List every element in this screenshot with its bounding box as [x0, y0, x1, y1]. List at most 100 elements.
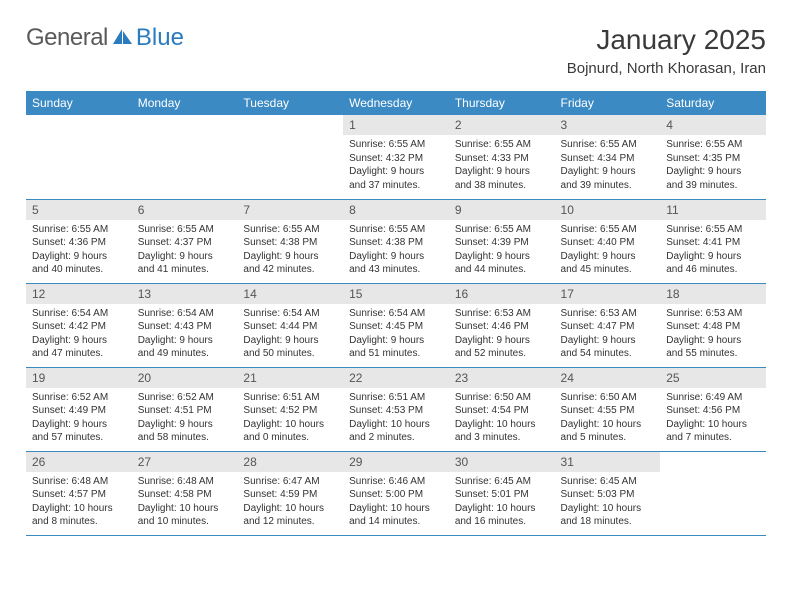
day-number: 8 — [343, 200, 449, 220]
calendar-row: ......1Sunrise: 6:55 AMSunset: 4:32 PMDa… — [26, 115, 766, 199]
calendar-cell: 9Sunrise: 6:55 AMSunset: 4:39 PMDaylight… — [449, 199, 555, 283]
day-number: 3 — [555, 115, 661, 135]
calendar-cell: 1Sunrise: 6:55 AMSunset: 4:32 PMDaylight… — [343, 115, 449, 199]
day-number: 25 — [660, 368, 766, 388]
day-number: 1 — [343, 115, 449, 135]
day-number: 26 — [26, 452, 132, 472]
page-title: January 2025 — [567, 24, 766, 56]
day-details: Sunrise: 6:54 AMSunset: 4:42 PMDaylight:… — [26, 304, 132, 367]
calendar-cell: 30Sunrise: 6:45 AMSunset: 5:01 PMDayligh… — [449, 451, 555, 535]
day-details: Sunrise: 6:55 AMSunset: 4:36 PMDaylight:… — [26, 220, 132, 283]
day-details: Sunrise: 6:49 AMSunset: 4:56 PMDaylight:… — [660, 388, 766, 451]
page-subtitle: Bojnurd, North Khorasan, Iran — [567, 60, 766, 77]
day-number: 28 — [237, 452, 343, 472]
calendar-row: 26Sunrise: 6:48 AMSunset: 4:57 PMDayligh… — [26, 451, 766, 535]
weekday-header: Monday — [132, 91, 238, 115]
calendar-cell: 21Sunrise: 6:51 AMSunset: 4:52 PMDayligh… — [237, 367, 343, 451]
day-details: Sunrise: 6:51 AMSunset: 4:53 PMDaylight:… — [343, 388, 449, 451]
day-details: Sunrise: 6:54 AMSunset: 4:45 PMDaylight:… — [343, 304, 449, 367]
calendar-cell: 4Sunrise: 6:55 AMSunset: 4:35 PMDaylight… — [660, 115, 766, 199]
weekday-header: Tuesday — [237, 91, 343, 115]
calendar-cell: 3Sunrise: 6:55 AMSunset: 4:34 PMDaylight… — [555, 115, 661, 199]
sail-icon — [112, 24, 134, 52]
day-details: Sunrise: 6:54 AMSunset: 4:43 PMDaylight:… — [132, 304, 238, 367]
calendar-cell: 29Sunrise: 6:46 AMSunset: 5:00 PMDayligh… — [343, 451, 449, 535]
day-number: 7 — [237, 200, 343, 220]
logo: General Blue — [26, 24, 184, 52]
day-details: Sunrise: 6:51 AMSunset: 4:52 PMDaylight:… — [237, 388, 343, 451]
day-details: Sunrise: 6:52 AMSunset: 4:51 PMDaylight:… — [132, 388, 238, 451]
calendar-cell: 11Sunrise: 6:55 AMSunset: 4:41 PMDayligh… — [660, 199, 766, 283]
day-number: 24 — [555, 368, 661, 388]
day-details: Sunrise: 6:54 AMSunset: 4:44 PMDaylight:… — [237, 304, 343, 367]
day-number: 19 — [26, 368, 132, 388]
day-number: 20 — [132, 368, 238, 388]
weekday-header: Friday — [555, 91, 661, 115]
day-details: Sunrise: 6:50 AMSunset: 4:54 PMDaylight:… — [449, 388, 555, 451]
logo-text-1: General — [26, 24, 108, 52]
title-block: January 2025 Bojnurd, North Khorasan, Ir… — [567, 24, 766, 77]
weekday-header: Sunday — [26, 91, 132, 115]
weekday-header: Thursday — [449, 91, 555, 115]
day-number: 5 — [26, 200, 132, 220]
day-number: 2 — [449, 115, 555, 135]
calendar-cell: 22Sunrise: 6:51 AMSunset: 4:53 PMDayligh… — [343, 367, 449, 451]
calendar-cell: 6Sunrise: 6:55 AMSunset: 4:37 PMDaylight… — [132, 199, 238, 283]
day-number: 14 — [237, 284, 343, 304]
calendar-cell: 8Sunrise: 6:55 AMSunset: 4:38 PMDaylight… — [343, 199, 449, 283]
calendar-cell: 17Sunrise: 6:53 AMSunset: 4:47 PMDayligh… — [555, 283, 661, 367]
day-details: Sunrise: 6:55 AMSunset: 4:40 PMDaylight:… — [555, 220, 661, 283]
calendar-cell: 15Sunrise: 6:54 AMSunset: 4:45 PMDayligh… — [343, 283, 449, 367]
day-details: Sunrise: 6:53 AMSunset: 4:46 PMDaylight:… — [449, 304, 555, 367]
calendar-row: 12Sunrise: 6:54 AMSunset: 4:42 PMDayligh… — [26, 283, 766, 367]
day-details: Sunrise: 6:52 AMSunset: 4:49 PMDaylight:… — [26, 388, 132, 451]
calendar-row: 5Sunrise: 6:55 AMSunset: 4:36 PMDaylight… — [26, 199, 766, 283]
calendar-cell: 7Sunrise: 6:55 AMSunset: 4:38 PMDaylight… — [237, 199, 343, 283]
header: General Blue January 2025 Bojnurd, North… — [26, 24, 766, 77]
day-details: Sunrise: 6:55 AMSunset: 4:38 PMDaylight:… — [237, 220, 343, 283]
day-details: Sunrise: 6:45 AMSunset: 5:01 PMDaylight:… — [449, 472, 555, 535]
day-number: 17 — [555, 284, 661, 304]
day-number: 21 — [237, 368, 343, 388]
day-number: 13 — [132, 284, 238, 304]
calendar-cell: 16Sunrise: 6:53 AMSunset: 4:46 PMDayligh… — [449, 283, 555, 367]
day-details: Sunrise: 6:48 AMSunset: 4:57 PMDaylight:… — [26, 472, 132, 535]
day-number: 27 — [132, 452, 238, 472]
calendar-cell: 23Sunrise: 6:50 AMSunset: 4:54 PMDayligh… — [449, 367, 555, 451]
weekday-header: Wednesday — [343, 91, 449, 115]
day-details: Sunrise: 6:55 AMSunset: 4:41 PMDaylight:… — [660, 220, 766, 283]
day-number: 15 — [343, 284, 449, 304]
day-number: 4 — [660, 115, 766, 135]
day-number: 22 — [343, 368, 449, 388]
day-number: 18 — [660, 284, 766, 304]
calendar-cell: .. — [26, 115, 132, 199]
day-details: Sunrise: 6:53 AMSunset: 4:47 PMDaylight:… — [555, 304, 661, 367]
day-number: 12 — [26, 284, 132, 304]
calendar-cell: 24Sunrise: 6:50 AMSunset: 4:55 PMDayligh… — [555, 367, 661, 451]
day-details: Sunrise: 6:45 AMSunset: 5:03 PMDaylight:… — [555, 472, 661, 535]
weekday-header-row: SundayMondayTuesdayWednesdayThursdayFrid… — [26, 91, 766, 115]
day-details: Sunrise: 6:48 AMSunset: 4:58 PMDaylight:… — [132, 472, 238, 535]
day-number: 9 — [449, 200, 555, 220]
day-number: 6 — [132, 200, 238, 220]
calendar-cell: 2Sunrise: 6:55 AMSunset: 4:33 PMDaylight… — [449, 115, 555, 199]
day-details: Sunrise: 6:46 AMSunset: 5:00 PMDaylight:… — [343, 472, 449, 535]
day-number: 11 — [660, 200, 766, 220]
calendar-table: SundayMondayTuesdayWednesdayThursdayFrid… — [26, 91, 766, 536]
calendar-cell: 25Sunrise: 6:49 AMSunset: 4:56 PMDayligh… — [660, 367, 766, 451]
calendar-cell: 26Sunrise: 6:48 AMSunset: 4:57 PMDayligh… — [26, 451, 132, 535]
weekday-header: Saturday — [660, 91, 766, 115]
day-details: Sunrise: 6:50 AMSunset: 4:55 PMDaylight:… — [555, 388, 661, 451]
day-number: 16 — [449, 284, 555, 304]
day-details: Sunrise: 6:53 AMSunset: 4:48 PMDaylight:… — [660, 304, 766, 367]
day-details: Sunrise: 6:55 AMSunset: 4:37 PMDaylight:… — [132, 220, 238, 283]
day-number: 10 — [555, 200, 661, 220]
calendar-cell: .. — [237, 115, 343, 199]
calendar-row: 19Sunrise: 6:52 AMSunset: 4:49 PMDayligh… — [26, 367, 766, 451]
calendar-cell: 14Sunrise: 6:54 AMSunset: 4:44 PMDayligh… — [237, 283, 343, 367]
day-details: Sunrise: 6:55 AMSunset: 4:35 PMDaylight:… — [660, 135, 766, 198]
calendar-cell: 10Sunrise: 6:55 AMSunset: 4:40 PMDayligh… — [555, 199, 661, 283]
calendar-cell: 27Sunrise: 6:48 AMSunset: 4:58 PMDayligh… — [132, 451, 238, 535]
day-details: Sunrise: 6:55 AMSunset: 4:34 PMDaylight:… — [555, 135, 661, 198]
day-details: Sunrise: 6:55 AMSunset: 4:39 PMDaylight:… — [449, 220, 555, 283]
